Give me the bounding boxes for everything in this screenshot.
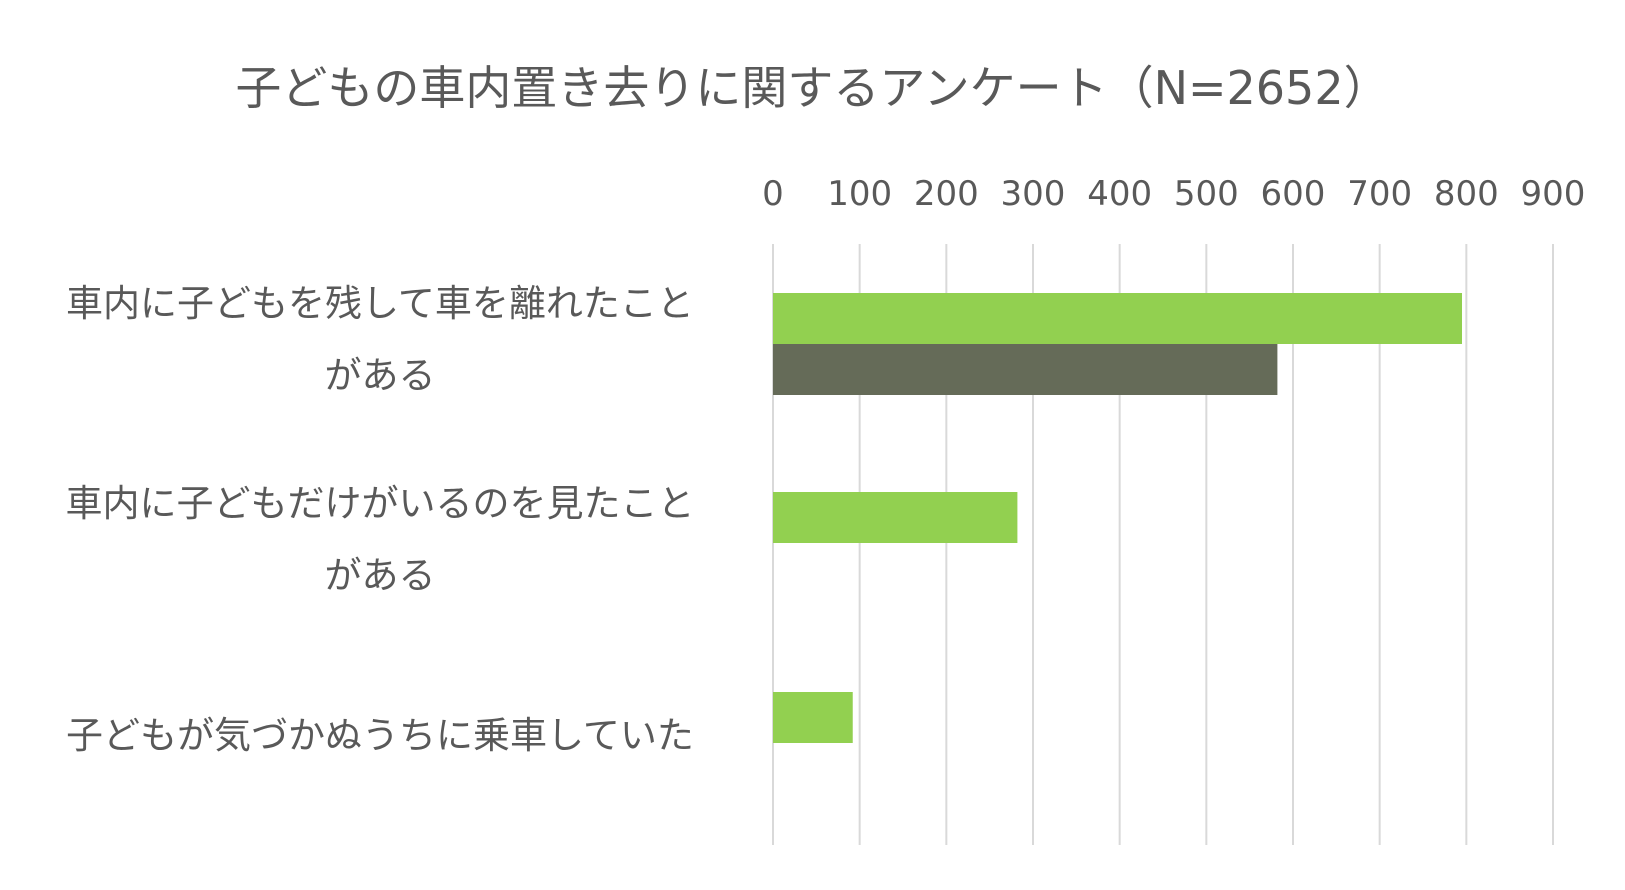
x-tick-label: 400 xyxy=(1087,174,1152,214)
x-tick-label: 100 xyxy=(827,174,892,214)
x-tick-label: 800 xyxy=(1434,174,1499,214)
bar-series1-category1 xyxy=(773,293,1462,344)
y-tick-label-line: がある xyxy=(324,554,436,597)
y-tick-label-line: 車内に子どもを残して車を離れたこと xyxy=(66,282,694,325)
x-tick-label: 700 xyxy=(1347,174,1412,214)
chart-title: 子どもの車内置き去りに関するアンケート（N=2652） xyxy=(235,61,1390,115)
y-tick-label-line: 子どもが気づかぬうちに乗車していた xyxy=(66,714,694,757)
bar-series1-category2 xyxy=(773,492,1018,543)
y-tick-label: 子どもが気づかぬうちに乗車していた xyxy=(20,700,740,772)
x-tick-label: 300 xyxy=(1001,174,1066,214)
x-tick-label: 0 xyxy=(762,174,784,214)
x-tick-label: 500 xyxy=(1174,174,1239,214)
bar-series2-category1 xyxy=(773,344,1278,395)
y-tick-label: 車内に子どもだけがいるのを見たこと がある xyxy=(20,468,740,612)
x-tick-label: 600 xyxy=(1261,174,1326,214)
y-tick-label-line: 車内に子どもだけがいるのを見たこと xyxy=(65,482,695,525)
x-tick-label: 200 xyxy=(914,174,979,214)
y-tick-label: 車内に子どもを残して車を離れたこと がある xyxy=(20,268,740,412)
x-tick-label: 900 xyxy=(1521,174,1586,214)
y-tick-label-line: がある xyxy=(324,354,436,397)
bar-series1-category3 xyxy=(773,692,853,743)
